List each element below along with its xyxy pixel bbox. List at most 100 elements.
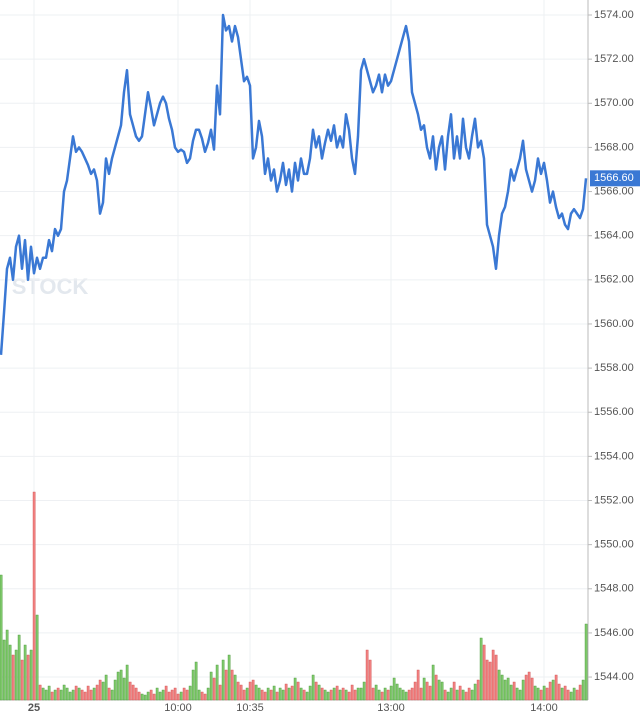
x-tick-label: 10:35 [236,702,264,714]
volume-bar [257,687,261,701]
volume-bar [152,693,156,701]
volume-bar [560,687,564,701]
volume-bar [197,689,201,701]
volume-bar [335,685,339,701]
volume-bar [275,691,279,701]
volume-bar [236,681,240,701]
volume-bar [392,677,396,701]
volume-bar [350,684,354,701]
volume-bar [50,691,54,701]
volume-bar [383,687,387,701]
volume-bar [131,684,135,701]
volume-bar [299,687,303,701]
volume-bar [347,691,351,701]
volume-bar [248,681,252,701]
volume-bar [290,685,294,701]
volume-bar [251,679,255,701]
volume-bar [170,689,174,701]
volume-bar [86,685,90,701]
volume-bar [530,677,534,701]
volume-bar [308,685,312,701]
volume-bar [53,689,57,701]
volume-bar [107,687,111,701]
volume-bar [542,685,546,701]
volume-bar [458,685,462,701]
volume-bar [278,687,282,701]
volume-bar [20,659,24,701]
volume-bar [272,685,276,701]
volume-bar [377,689,381,701]
volume-bar [533,685,537,701]
volume-bar [98,679,102,701]
volume-bar [161,689,165,701]
y-tick-label: 1574.00 [594,9,634,21]
x-tick-label: 13:00 [377,702,405,714]
volume-bar [344,689,348,701]
y-tick-label: 1564.00 [594,230,634,242]
volume-bar [83,691,87,701]
volume-bar [314,681,318,701]
volume-bar [551,679,555,701]
volume-bar [224,669,228,701]
volume-bar [566,689,570,701]
volume-bar [104,674,108,701]
volume-bar [200,691,204,701]
volume-bar [35,614,39,701]
volume-bar [203,693,207,701]
volume-bar [242,689,246,701]
last-value-box [590,170,640,187]
volume-bar [485,659,489,701]
volume-bar [134,687,138,701]
volume-bar [464,691,468,701]
volume-bar [65,687,69,701]
volume-bar [23,644,27,701]
volume-bar [32,491,36,701]
volume-bar [62,684,66,701]
volume-bar [281,689,285,701]
volume-bar [233,674,237,701]
volume-bar [539,689,543,701]
volume-bar [434,674,438,701]
volume-bar [266,687,270,701]
volume-bar [395,683,399,701]
volume-bar [176,693,180,701]
volume-bar [41,687,45,701]
volume-bar [185,689,189,701]
volume-bar [536,687,540,701]
y-tick-label: 1562.00 [594,274,634,286]
volume-bar [557,683,561,701]
volume-bar [548,681,552,701]
volume-bar [119,669,123,701]
volume-bar [332,687,336,701]
volume-bar [89,689,93,701]
last-value-label: 1566.60 [594,172,634,184]
volume-bar [320,687,324,701]
volume-bar [473,683,477,701]
volume-bar [227,654,231,701]
volume-bar [503,679,507,701]
volume-bar [527,671,531,701]
volume-bar [461,689,465,701]
volume-bar [404,691,408,701]
volume-bar [467,687,471,701]
volume-bar [254,684,258,701]
volume-bar [221,659,225,701]
volume-bar [386,689,390,701]
volume-bar [194,661,198,701]
volume-bar [326,691,330,701]
volume-bar [59,689,63,701]
volume-bar [143,694,147,701]
volume-bar [80,689,84,701]
volume-bar [410,687,414,701]
volume-bar [206,687,210,701]
volume-bar [359,687,363,701]
y-tick-label: 1570.00 [594,97,634,109]
volume-bar [479,637,483,701]
volume-bar [140,693,144,701]
volume-bar [218,684,222,701]
volume-bar [371,687,375,701]
volume-bar [71,689,75,701]
volume-bar [554,674,558,701]
volume-bar [212,677,216,701]
